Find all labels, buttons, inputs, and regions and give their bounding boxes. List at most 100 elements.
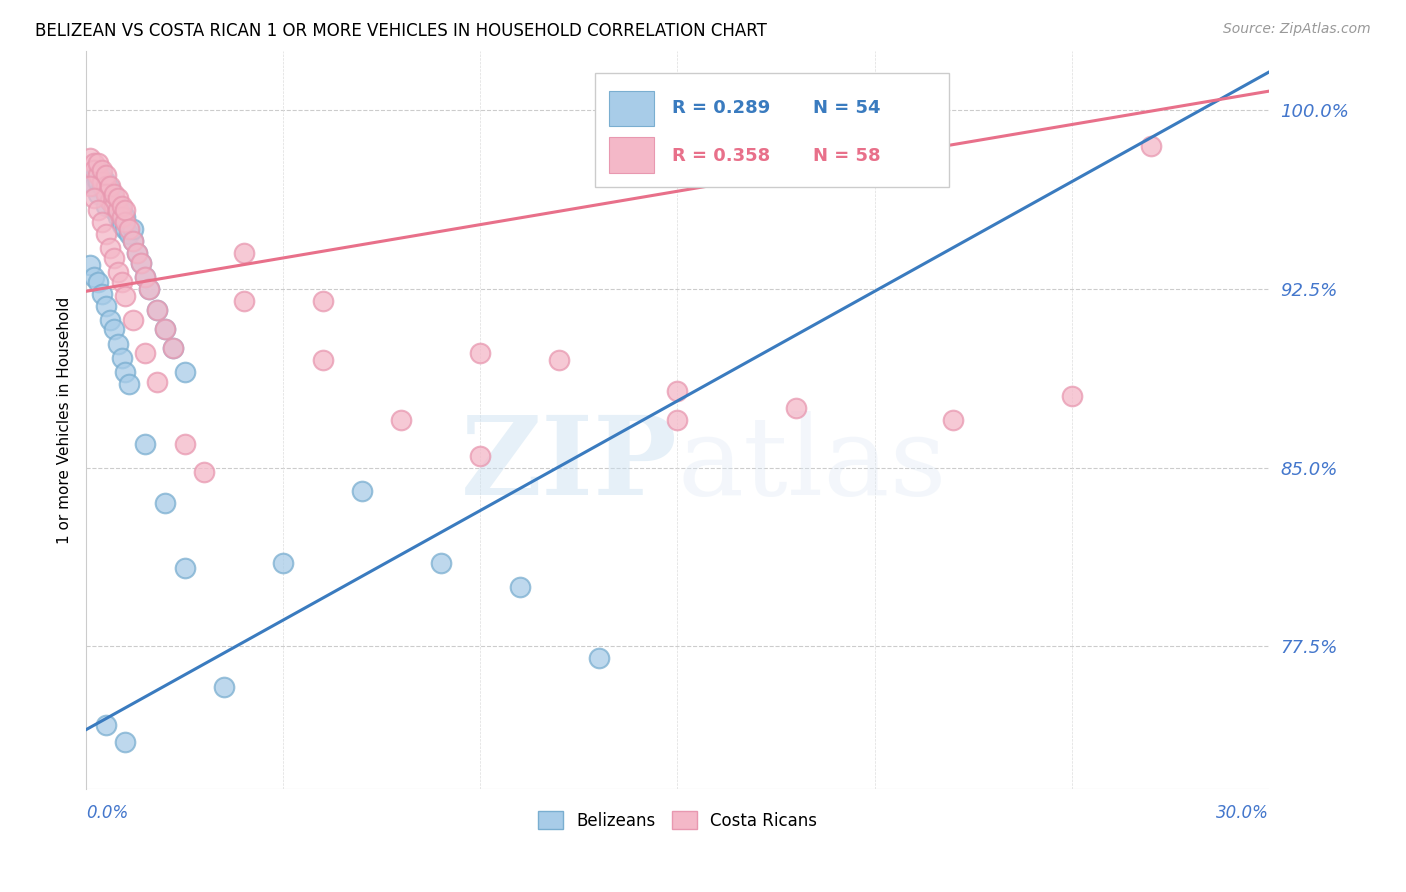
Point: [90, 175, 112, 189]
Point: [232, 246, 254, 260]
Point: [79, 258, 101, 272]
Point: [134, 270, 156, 285]
Point: [129, 256, 152, 270]
Text: N = 54: N = 54: [814, 99, 882, 117]
Point: [87, 162, 110, 177]
Point: [118, 227, 141, 241]
Point: [430, 556, 453, 570]
Point: [83, 179, 105, 194]
Point: [271, 556, 294, 570]
Point: [146, 303, 169, 318]
Point: [83, 191, 105, 205]
Point: [110, 203, 132, 218]
Y-axis label: 1 or more Vehicles in Household: 1 or more Vehicles in Household: [58, 296, 72, 543]
Point: [94, 175, 117, 189]
Point: [94, 186, 117, 201]
Point: [666, 384, 689, 399]
Point: [98, 313, 121, 327]
Point: [470, 346, 492, 360]
Point: [114, 289, 136, 303]
Point: [127, 246, 149, 260]
Point: [103, 322, 125, 336]
Point: [90, 215, 112, 229]
FancyBboxPatch shape: [595, 73, 949, 187]
FancyBboxPatch shape: [609, 91, 654, 126]
Point: [122, 313, 145, 327]
Point: [146, 375, 169, 389]
Point: [103, 251, 125, 265]
Point: [79, 175, 101, 189]
FancyBboxPatch shape: [609, 137, 654, 172]
Point: [1139, 139, 1161, 153]
Point: [87, 155, 110, 169]
Point: [138, 282, 160, 296]
Point: [509, 580, 531, 594]
Point: [110, 351, 132, 365]
Point: [153, 322, 176, 336]
Text: ZIP: ZIP: [461, 410, 678, 517]
Point: [94, 186, 117, 201]
Point: [122, 222, 145, 236]
Point: [391, 413, 413, 427]
Point: [114, 211, 136, 225]
Point: [94, 179, 117, 194]
Point: [98, 194, 121, 208]
Point: [114, 215, 136, 229]
Point: [232, 293, 254, 308]
Point: [98, 179, 121, 194]
Point: [114, 203, 136, 218]
Point: [129, 256, 152, 270]
Point: [162, 342, 184, 356]
Point: [87, 186, 110, 201]
Point: [352, 484, 374, 499]
Point: [110, 198, 132, 212]
Point: [666, 413, 689, 427]
Point: [110, 218, 132, 232]
Point: [79, 151, 101, 165]
Point: [110, 275, 132, 289]
Point: [94, 168, 117, 182]
Point: [87, 175, 110, 189]
Point: [87, 168, 110, 182]
Point: [107, 198, 129, 212]
Point: [212, 680, 235, 694]
Text: R = 0.358: R = 0.358: [672, 146, 770, 164]
Point: [138, 282, 160, 296]
Point: [134, 270, 156, 285]
Point: [83, 169, 105, 184]
Point: [107, 336, 129, 351]
Point: [98, 194, 121, 208]
Text: 0.0%: 0.0%: [86, 804, 128, 822]
Point: [942, 413, 965, 427]
Point: [107, 203, 129, 218]
Point: [173, 437, 195, 451]
Point: [94, 227, 117, 241]
Point: [114, 365, 136, 379]
Point: [311, 293, 333, 308]
Point: [470, 449, 492, 463]
Point: [1060, 389, 1083, 403]
Point: [94, 299, 117, 313]
Point: [90, 286, 112, 301]
Text: R = 0.289: R = 0.289: [672, 99, 770, 117]
Point: [122, 234, 145, 248]
Point: [103, 191, 125, 205]
Point: [588, 651, 610, 665]
Point: [98, 182, 121, 196]
Point: [83, 155, 105, 169]
Point: [162, 342, 184, 356]
Point: [114, 734, 136, 748]
Point: [311, 353, 333, 368]
Point: [87, 203, 110, 218]
Point: [107, 191, 129, 205]
Point: [127, 246, 149, 260]
Point: [118, 377, 141, 392]
Point: [134, 437, 156, 451]
Point: [103, 203, 125, 218]
Text: N = 58: N = 58: [814, 146, 882, 164]
Text: Source: ZipAtlas.com: Source: ZipAtlas.com: [1223, 22, 1371, 37]
Point: [118, 222, 141, 236]
Point: [79, 179, 101, 194]
Point: [785, 401, 807, 415]
Text: atlas: atlas: [678, 410, 948, 517]
